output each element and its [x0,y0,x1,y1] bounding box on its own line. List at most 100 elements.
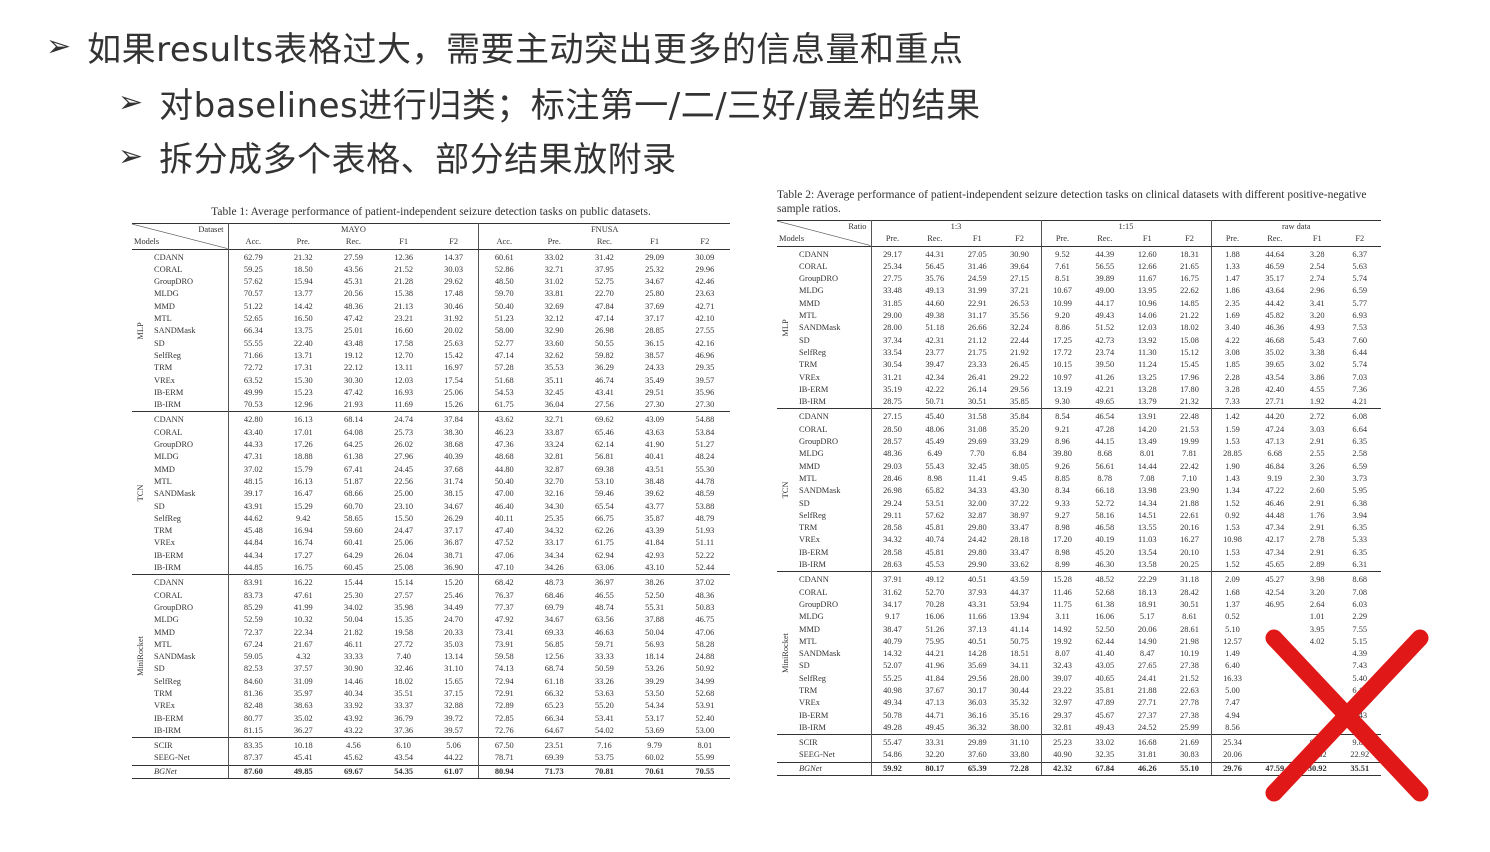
table-cell: 69.79 [544,602,564,612]
table-cell: 50.40 [494,301,514,311]
table-row: IB-ERM 50.78 44.71 36.16 35.16 29.37 45.67 27.3… [777,709,1381,722]
table-cell: 21.53 [1168,423,1212,437]
table-cell: 32.00 [967,498,987,508]
metric-header: F1 [1296,233,1339,247]
table-cell: 19.12 [344,350,363,360]
table-cell: 69.33 [544,627,564,637]
table-cell: 14.32 [883,649,902,659]
table-1-corner-header: Dataset Models [132,223,229,250]
table-row: SANDMask 28.00 51.18 26.66 32.24 8.86 51.52 12.… [777,322,1381,335]
model-name: MMD [150,463,229,476]
table-cell: 32.43 [1053,661,1072,671]
table-cell: 20.06 [1137,624,1157,634]
table-cell: 1.76 [1309,510,1325,520]
table-cell: 55.47 [871,734,914,750]
table-cell: 31.62 [883,587,902,597]
table-cell: 13.92 [1137,335,1157,345]
table-cell: 53.75 [594,753,614,763]
table-cell: 50.55 [594,338,614,348]
table-1-grid: Dataset Models MAYO FNUSA Acc. Pre. Rec. F1… [132,223,730,780]
table-cell: 35.11 [544,375,564,385]
table-cell: 32.81 [544,452,564,462]
table-cell: 33.17 [544,538,564,548]
table-cell: 70.81 [579,764,630,780]
table-cell: 40.19 [1095,535,1115,545]
table-cell: 7.33 [1225,397,1240,407]
table-cell: 3.02 [1309,360,1325,370]
table-cell: 42.73 [1095,335,1115,345]
table-cell: 39.72 [428,712,480,725]
table-cell: 25.46 [428,589,480,602]
model-name: IB-IRM [150,399,229,412]
table-cell: 29.35 [695,363,715,373]
model-name: MMD [795,460,872,473]
table-cell: 35.17 [1265,274,1285,284]
table-cell: 7.60 [1352,335,1368,345]
table-cell: 41.90 [645,440,665,450]
table-cell: 83.73 [243,590,263,600]
table-row: CORAL 83.73 47.61 25.30 27.57 25.46 76.37 68.46… [132,589,730,602]
table-row: TRM 28.58 45.81 29.80 33.47 8.98 46.58 13.55 20.… [777,522,1381,535]
model-name: GroupDRO [150,601,229,615]
table-cell: 15.29 [293,501,313,511]
table-cell: 7.03 [1352,372,1368,382]
table-cell: 29.56 [967,673,987,683]
bullet-3: ➢ 拆分成多个表格、部分结果放附录 [118,132,677,181]
table-cell: 32.70 [544,476,564,486]
table-cell: 55.43 [925,461,945,471]
table-cell: 34.02 [344,602,363,612]
table-cell: 43.51 [645,464,665,474]
table-cell: 43.62 [478,411,530,427]
table-2-caption: Table 2: Average performance of patient-… [777,189,1367,215]
table-cell: 8.51 [1055,274,1070,284]
table-cell: 42.10 [695,314,715,324]
table-cell: 8.99 [1055,560,1070,570]
metric-header: F2 [998,233,1042,247]
table-cell: 46.55 [594,590,614,600]
table-cell: 47.14 [494,350,514,360]
table-cell: 15.23 [293,387,313,397]
table-cell: 24.88 [695,652,715,662]
table-cell: 27.75 [883,274,902,284]
table-cell: 17.54 [428,374,480,387]
table-cell: 46.63 [594,627,614,637]
table-cell: 45.82 [1265,311,1285,321]
table-cell: 6.35 [1352,437,1368,447]
table-cell: 21.13 [394,301,414,311]
table-cell: 52.50 [1095,624,1115,634]
table-cell: 83.91 [228,574,279,590]
table-cell: 32.45 [544,387,564,397]
table-cell: 10.32 [293,615,313,625]
table-cell: 32.97 [1053,698,1072,708]
table-cell: 48.24 [695,452,715,462]
table-cell: 46.68 [1265,335,1285,345]
table-cell: 22.63 [1168,684,1212,698]
table-cell: 7.47 [1225,698,1240,708]
table-cell: 52.22 [695,550,715,560]
table-cell: 39.29 [645,676,665,686]
table-cell: 57.62 [925,510,945,520]
table-2: Table 2: Average performance of patient-… [777,188,1381,777]
table-cell: 30.90 [998,245,1042,261]
table-cell: 31.74 [428,475,480,489]
table-cell: 38.68 [428,439,480,452]
table-cell: 15.26 [428,399,480,412]
table-cell: 47.61 [293,590,313,600]
table-cell: 41.14 [998,623,1042,636]
table-row: TRM 30.54 39.47 23.33 26.45 10.15 39.50 11.24 15… [777,359,1381,372]
table-cell: 43.05 [1095,661,1115,671]
table-cell: 8.54 [1041,408,1084,424]
table-cell: 2.35 [1225,298,1240,308]
metric-header: Acc. [478,236,530,250]
table-cell: 45.41 [293,753,313,763]
table-cell: 43.56 [344,264,363,274]
model-name: IB-IRM [795,559,872,572]
model-name: SANDMask [795,322,872,335]
table-cell: 10.15 [1053,360,1072,370]
table-cell: 14.20 [1137,424,1157,434]
table-cell: 9.79 [629,737,680,753]
table-cell: 43.31 [967,599,987,609]
table-cell: 60.70 [344,501,363,511]
table-cell: 4.39 [1352,649,1368,659]
table-cell: 9.19 [1267,473,1283,483]
